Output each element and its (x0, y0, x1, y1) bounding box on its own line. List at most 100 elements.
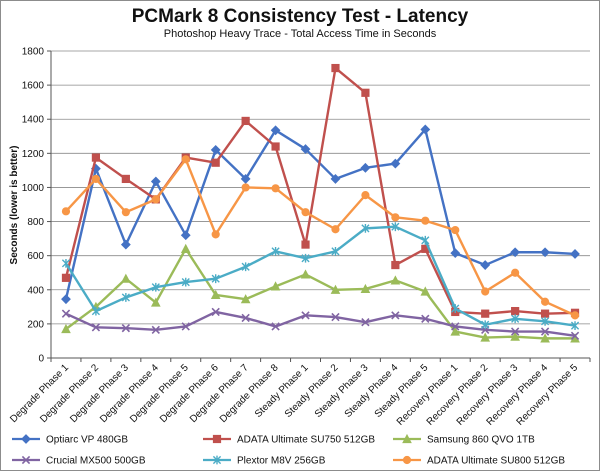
data-point (451, 225, 460, 235)
legend-label: Samsung 860 QVO 1TB (427, 435, 535, 446)
data-point (240, 294, 251, 304)
data-point (271, 184, 280, 193)
data-point (61, 294, 71, 305)
series-circle (61, 155, 580, 320)
data-point (450, 248, 461, 259)
data-point (150, 297, 161, 307)
data-point (451, 322, 460, 331)
data-point (210, 289, 221, 299)
data-point (61, 323, 71, 334)
data-point (391, 311, 400, 320)
data-point (570, 321, 580, 330)
data-point (241, 183, 250, 192)
series-x (61, 307, 580, 340)
y-tick-label: 1400 (22, 115, 45, 126)
data-point (570, 331, 580, 340)
data-point (181, 155, 190, 164)
data-point (331, 63, 340, 73)
data-point (481, 287, 490, 296)
data-point (451, 304, 460, 313)
legend-item: ADATA Ultimate SU800 512GB (393, 456, 565, 467)
data-point (181, 277, 190, 287)
data-point (271, 247, 280, 256)
series-line (64, 225, 576, 327)
data-point (301, 311, 310, 320)
data-point (120, 239, 131, 250)
data-point (511, 314, 520, 324)
data-point (91, 153, 101, 162)
data-point (212, 434, 222, 444)
legend-label: Plextor M8V 256GB (237, 456, 326, 467)
data-point (270, 125, 281, 136)
legend-item: Samsung 860 QVO 1TB (393, 433, 535, 446)
series-lines (61, 63, 580, 343)
data-point (570, 311, 580, 320)
data-point (540, 327, 550, 336)
data-point (361, 223, 370, 233)
series-star (61, 222, 580, 330)
data-point (361, 318, 370, 327)
data-point (211, 158, 220, 167)
data-point (391, 213, 400, 222)
data-point (211, 274, 220, 284)
data-point (301, 240, 310, 249)
data-point (61, 273, 71, 282)
legend-label: Crucial MX500 500GB (46, 456, 146, 467)
series-line (65, 158, 576, 317)
gridlines (51, 50, 590, 325)
chart-title: PCMark 8 Consistency Test - Latency (132, 6, 469, 27)
data-point (121, 323, 131, 333)
data-point (271, 142, 280, 151)
data-point (61, 207, 71, 216)
data-point (21, 434, 31, 444)
legend-item: Crucial MX500 500GB (12, 456, 146, 467)
data-point (121, 273, 131, 283)
y-tick-label: 1800 (22, 47, 45, 58)
data-point (301, 253, 310, 263)
series-line (65, 247, 576, 340)
data-point (540, 247, 550, 258)
data-point (121, 293, 130, 302)
data-point (270, 281, 281, 291)
y-tick-label: 0 (38, 354, 44, 365)
data-point (360, 283, 371, 294)
data-point (240, 174, 251, 184)
data-point (301, 208, 310, 217)
y-tick-labels: 0 200 400 600 800 1000 1200 1400 1600 1800 (22, 47, 45, 365)
data-point (510, 247, 521, 258)
data-point (330, 284, 341, 294)
data-point (300, 269, 311, 279)
data-point (540, 297, 550, 306)
data-point (331, 312, 340, 322)
data-point (540, 333, 550, 343)
legend-label: ADATA Ultimate SU750 512GB (237, 435, 375, 446)
data-point (391, 222, 400, 232)
data-point (91, 323, 101, 332)
data-point (150, 176, 161, 187)
data-point (361, 191, 370, 200)
data-point (511, 268, 520, 277)
data-point (570, 249, 580, 259)
data-point (210, 145, 221, 155)
data-point (271, 322, 280, 331)
data-point (481, 320, 490, 330)
legend-item: Optiarc VP 480GB (12, 434, 128, 446)
legend-label: Optiarc VP 480GB (46, 435, 128, 446)
data-point (390, 275, 401, 285)
data-point (180, 230, 191, 241)
data-point (91, 174, 101, 184)
y-tick-label: 400 (27, 285, 44, 296)
data-point (180, 243, 191, 253)
x-tick-label: Steady Phase 3 (313, 362, 371, 420)
data-point (402, 433, 412, 444)
data-point (61, 258, 71, 268)
series-line (64, 66, 576, 315)
data-point (21, 455, 31, 465)
data-point (300, 144, 311, 154)
x-tick-label: Steady Phase 5 (373, 362, 431, 420)
y-axis-label: Seconds (lower is better) (9, 146, 20, 265)
data-point (540, 316, 550, 326)
data-point (151, 325, 160, 335)
y-tick-label: 1200 (22, 149, 45, 160)
